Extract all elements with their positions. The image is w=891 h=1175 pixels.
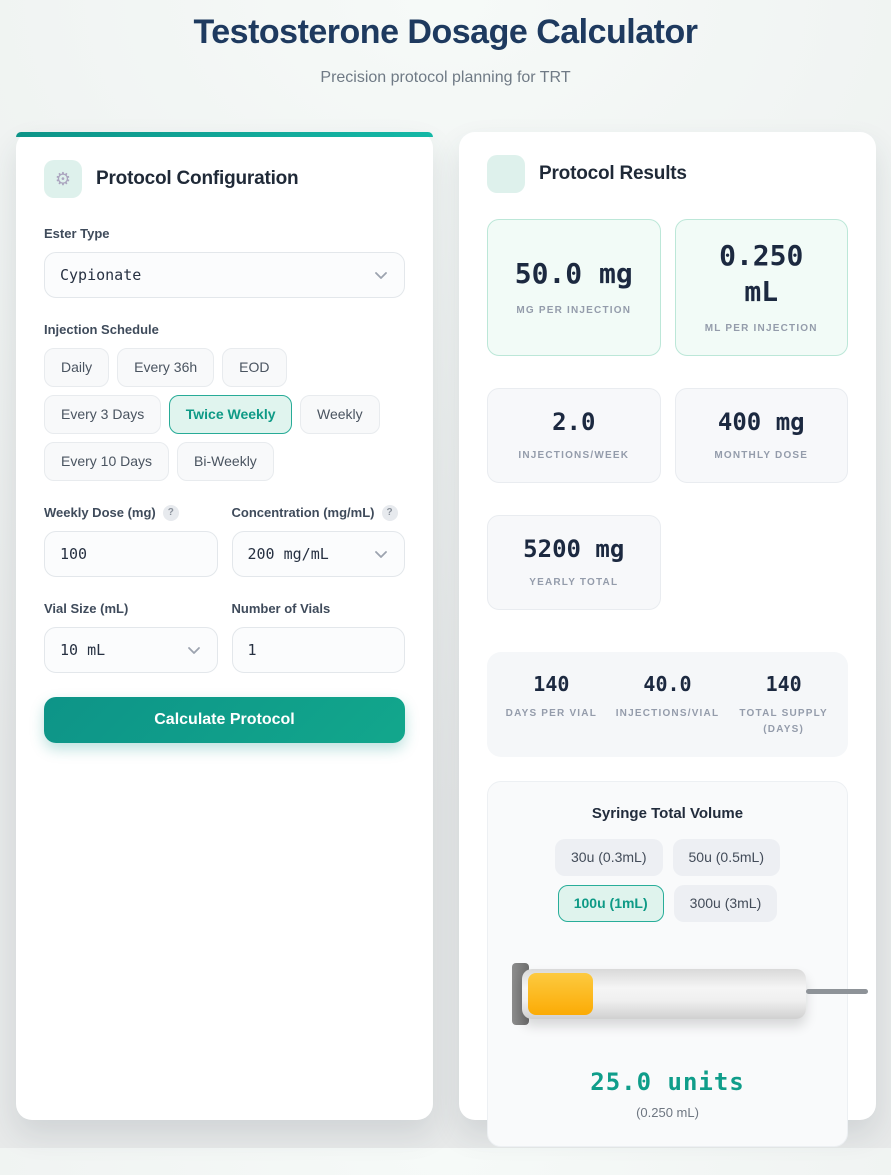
supply-days-per-vial: 140 DAYS PER VIAL [495,671,608,738]
protocol-results-card: Protocol Results 50.0 mg MG PER INJECTIO… [459,132,876,1148]
stat-value: 5200 mg [523,534,625,563]
weekly-dose-label: Weekly Dose (mg) ? [44,503,218,523]
stat-value: 140 [765,672,802,697]
results-icon [487,155,525,193]
syringe-option-50u[interactable]: 50u (0.5mL) [672,839,780,877]
syringe-option-100u[interactable]: 100u (1mL) [557,885,664,923]
results-stats-grid: 50.0 mg MG PER INJECTION 0.250 mL ML PER… [487,219,848,611]
weekly-dose-label-text: Weekly Dose (mg) [44,505,156,520]
syringe-needle [806,989,868,995]
syringe-volume-options: 30u (0.3mL) 50u (0.5mL) 100u (1mL) 300u … [512,839,823,923]
injection-schedule-label: Injection Schedule [44,322,159,337]
card-top-accent [16,132,433,137]
ester-type-label: Ester Type [44,226,110,241]
schedule-option-daily[interactable]: Daily [44,348,110,387]
page-header: Testosterone Dosage Calculator Precision… [0,0,891,87]
stat-label: INJECTIONS/VIAL [615,708,720,720]
num-vials-input[interactable] [231,627,405,673]
stat-label: DAYS PER VIAL [505,708,598,720]
schedule-option-weekly[interactable]: Weekly [300,395,380,434]
stat-yearly-total: 5200 mg YEARLY TOTAL [487,514,661,611]
stat-value: 400 mg [717,407,805,436]
chevron-down-icon [375,551,387,558]
injection-schedule-options: Daily Every 36h EOD Every 3 Days Twice W… [44,348,405,481]
syringe-option-30u[interactable]: 30u (0.3mL) [555,839,663,877]
config-card-header: ⚙ Protocol Configuration [44,160,405,198]
schedule-option-bi-weekly[interactable]: Bi-Weekly [177,442,274,481]
schedule-option-every-3-days[interactable]: Every 3 Days [44,395,162,434]
num-vials-label: Number of Vials [231,601,331,616]
concentration-help-icon[interactable]: ? [381,505,398,521]
gear-icon: ⚙ [44,160,82,198]
syringe-fill [528,973,594,1016]
schedule-option-every-36h[interactable]: Every 36h [117,348,215,387]
stat-label: YEARLY TOTAL [529,577,619,589]
results-card-title: Protocol Results [539,163,687,184]
concentration-label-text: Concentration (mg/mL) [231,505,375,520]
results-card-header: Protocol Results [487,155,848,193]
syringe-graphic [512,963,868,1026]
stat-mg-per-injection: 50.0 mg MG PER INJECTION [487,219,661,356]
stat-ml-per-injection: 0.250 mL ML PER INJECTION [674,219,848,356]
supply-injections-per-vial: 40.0 INJECTIONS/VIAL [608,671,728,738]
stat-value: 140 [533,672,570,697]
syringe-ml-value: (0.250 mL) [636,1105,699,1121]
vial-size-value: 10 mL [60,641,106,659]
stat-monthly-dose: 400 mg MONTHLY DOSE [674,387,848,483]
stat-value: 2.0 [552,407,596,436]
stat-label: INJECTIONS/WEEK [518,449,630,461]
ester-type-value: Cypionate [60,266,142,284]
syringe-units-value: 25.0 units [590,1068,745,1097]
ester-type-select[interactable]: Cypionate [44,252,405,298]
config-card-title: Protocol Configuration [96,168,299,189]
stat-label: ML PER INJECTION [704,322,818,334]
chevron-down-icon [375,272,387,279]
concentration-select[interactable]: 200 mg/mL [231,531,405,577]
schedule-option-every-10-days[interactable]: Every 10 Days [44,442,170,481]
syringe-barrel [522,969,806,1020]
chevron-down-icon [187,647,200,654]
stat-label: TOTAL SUPPLY (DAYS) [739,708,828,736]
stat-label: MG PER INJECTION [516,304,632,316]
vial-size-select[interactable]: 10 mL [44,627,218,673]
stat-value: 0.250 mL [719,239,804,309]
stat-label: MONTHLY DOSE [714,449,809,461]
concentration-value: 200 mg/mL [247,545,329,563]
weekly-dose-help-icon[interactable]: ? [162,505,179,521]
stat-value: 40.0 [643,672,692,697]
page-subtitle: Precision protocol planning for TRT [320,69,571,86]
stat-injections-per-week: 2.0 INJECTIONS/WEEK [487,387,661,483]
protocol-configuration-card: ⚙ Protocol Configuration Ester Type Cypi… [16,132,433,1120]
stat-value: 50.0 mg [514,257,633,291]
vial-size-label: Vial Size (mL) [44,601,129,616]
schedule-option-eod[interactable]: EOD [222,348,287,387]
cards-container: ⚙ Protocol Configuration Ester Type Cypi… [0,132,891,1148]
syringe-volume-title: Syringe Total Volume [591,805,744,823]
syringe-panel: Syringe Total Volume 30u (0.3mL) 50u (0.… [487,781,868,1148]
syringe-option-300u[interactable]: 300u (3mL) [673,885,778,923]
supply-total-days: 140 TOTAL SUPPLY (DAYS) [727,671,840,738]
concentration-label: Concentration (mg/mL) ? [232,503,406,523]
weekly-dose-input[interactable] [44,531,218,577]
calculate-protocol-button[interactable]: Calculate Protocol [44,697,405,743]
page-title: Testosterone Dosage Calculator [193,13,698,51]
schedule-option-twice-weekly[interactable]: Twice Weekly [169,395,292,434]
supply-stats-row: 140 DAYS PER VIAL 40.0 INJECTIONS/VIAL 1… [487,652,848,758]
